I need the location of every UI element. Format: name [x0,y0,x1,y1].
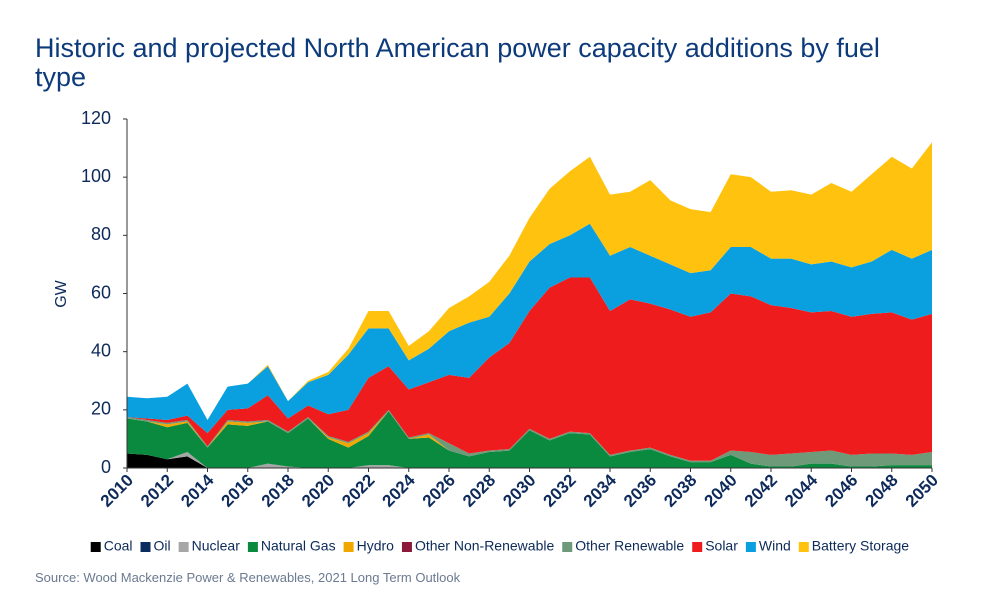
legend-swatch [247,542,258,552]
legend-swatch [401,542,412,552]
area [127,409,932,467]
x-tick-label: 2030 [499,471,539,511]
x-tick-label: 2036 [620,471,660,511]
legend-label: Hydro [357,538,395,554]
legend-swatch [140,542,151,552]
area [127,411,932,468]
legend-label: Solar [705,538,738,554]
x-tick-label: 2012 [137,471,177,511]
legend-label: Other Renewable [575,538,684,554]
y-tick-label: 120 [81,108,111,128]
y-axis-label: GW [53,279,70,307]
area [127,277,932,461]
x-tick-label: 2044 [781,470,822,511]
area [127,142,932,421]
legend-label: Natural Gas [261,538,336,554]
y-tick-label: 100 [81,166,111,186]
x-tick-label: 2040 [701,471,741,511]
y-tick-label: 60 [91,282,111,302]
x-tick-label: 2032 [540,471,580,511]
x-tick-label: 2022 [338,471,378,511]
legend-swatch [692,542,703,552]
legend-swatch [343,542,354,552]
chart-title: Historic and projected North American po… [35,33,880,92]
legend-swatch [90,542,101,552]
legend-label: Battery Storage [812,538,909,554]
x-tick-label: 2016 [218,471,258,511]
x-tick-label: 2038 [660,471,700,511]
x-tick-label: 2026 [419,471,459,511]
x-tick-label: 2034 [580,470,621,511]
x-tick-label: 2020 [298,471,338,511]
legend-label: Nuclear [192,538,241,554]
source-note: Source: Wood Mackenzie Power & Renewable… [35,570,461,585]
y-tick-label: 0 [101,457,111,477]
y-tick-label: 80 [91,224,111,244]
legend-swatch [178,542,189,552]
x-tick-label: 2050 [902,471,942,511]
legend-label: Wind [759,538,791,554]
y-tick-label: 40 [91,340,111,360]
x-tick-label: 2024 [379,470,420,511]
area [127,223,932,434]
x-tick-label: 2028 [459,471,499,511]
y-tick-label: 20 [91,399,111,419]
legend-swatch [562,542,573,552]
legend: Coal Oil Nuclear Natural Gas Hydro Other Non-… [90,538,909,554]
legend-label: Other Non-Renewable [415,538,555,554]
x-tick-label: 2046 [821,471,861,511]
legend-label: Oil [154,538,171,554]
x-tick-label: 2014 [177,470,218,511]
legend-swatch [745,542,756,552]
x-tick-label: 2048 [862,471,902,511]
legend-swatch [798,542,809,552]
legend-label: Coal [104,538,133,554]
x-tick-label: 2042 [741,471,781,511]
x-tick-label: 2018 [258,471,298,511]
